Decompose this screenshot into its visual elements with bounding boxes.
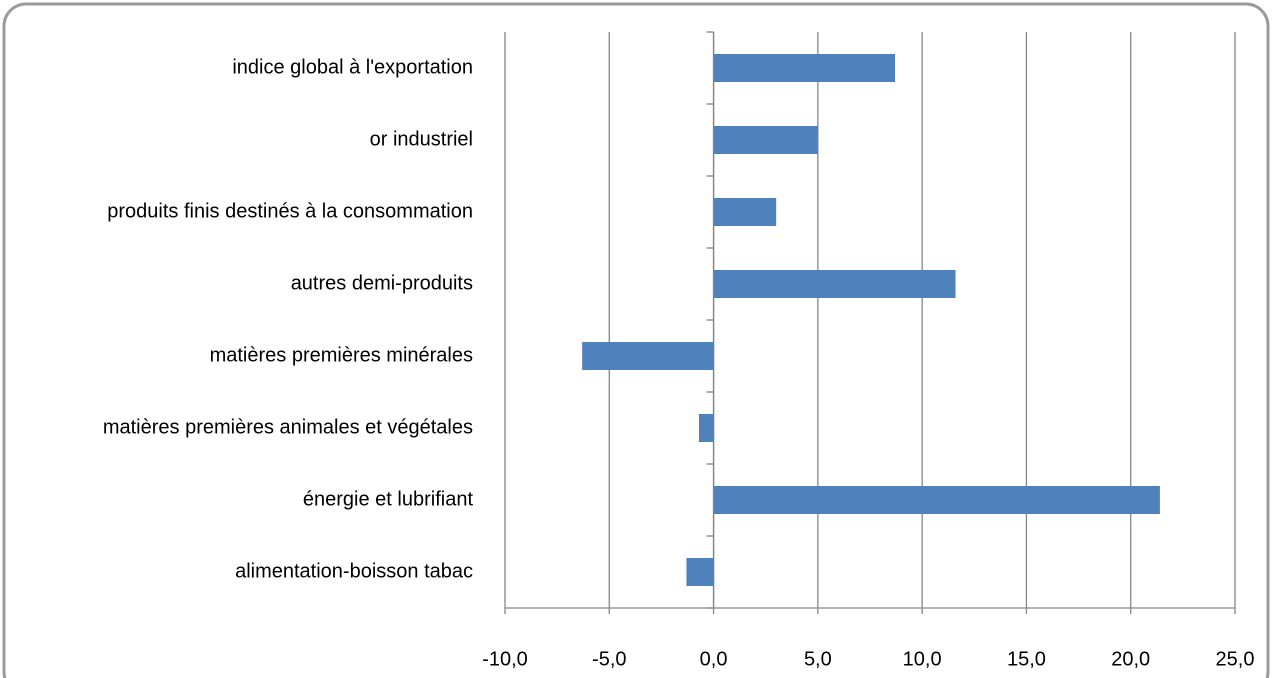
x-tick-label: 10,0 bbox=[903, 648, 942, 670]
x-tick-label: 5,0 bbox=[804, 648, 832, 670]
y-tick-label: indice global à l'exportation bbox=[232, 56, 473, 78]
x-tick-label: 0,0 bbox=[700, 648, 728, 670]
bar bbox=[582, 342, 714, 370]
y-tick-label: produits finis destinés à la consommatio… bbox=[107, 200, 473, 222]
y-tick-label: or industriel bbox=[370, 128, 473, 150]
x-tick-label: -10,0 bbox=[482, 648, 528, 670]
y-tick-label: énergie et lubrifiant bbox=[303, 488, 474, 510]
y-tick-label: alimentation-boisson tabac bbox=[235, 560, 473, 582]
x-tick-label: 25,0 bbox=[1216, 648, 1255, 670]
bar bbox=[713, 54, 896, 82]
y-tick-label: autres demi-produits bbox=[291, 272, 473, 294]
x-tick-label: -5,0 bbox=[592, 648, 626, 670]
bar bbox=[686, 558, 714, 586]
bar bbox=[713, 198, 777, 226]
x-tick-label: 15,0 bbox=[1007, 648, 1046, 670]
bar bbox=[713, 486, 1160, 514]
bar bbox=[698, 414, 714, 442]
y-tick-label: matières premières minérales bbox=[210, 344, 473, 366]
bar bbox=[713, 270, 956, 298]
x-tick-label: 20,0 bbox=[1111, 648, 1150, 670]
bar bbox=[713, 126, 818, 154]
y-tick-label: matières premières animales et végétales bbox=[103, 416, 473, 438]
